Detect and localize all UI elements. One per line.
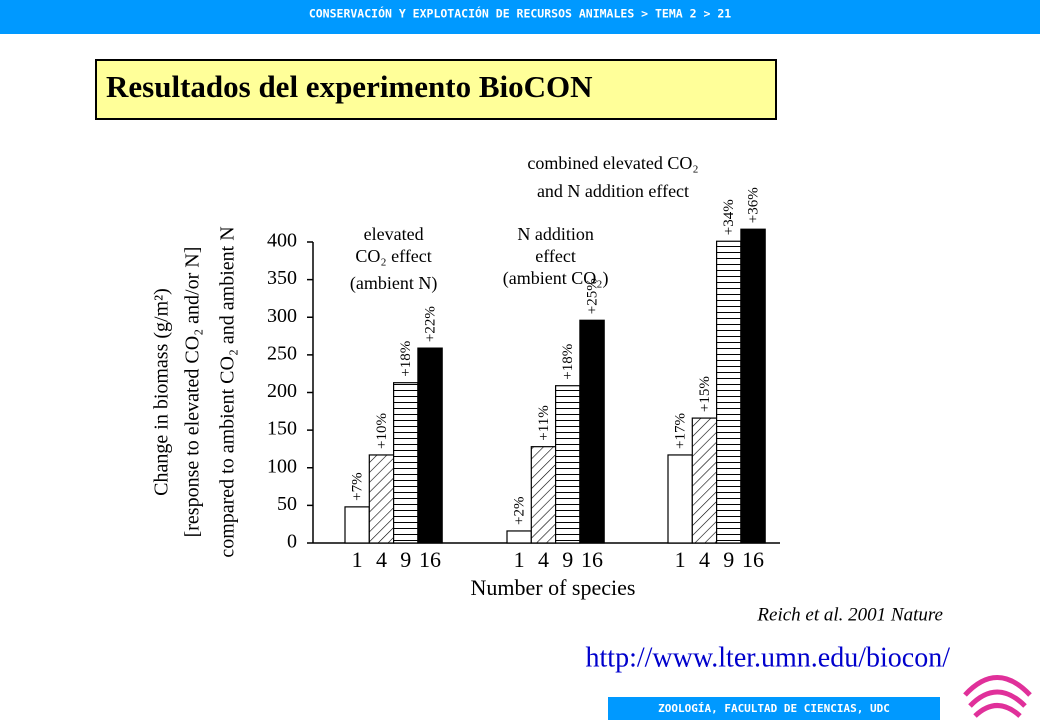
species-label: 1 — [675, 547, 686, 572]
y-tick-label: 350 — [267, 267, 297, 289]
bar — [740, 228, 766, 544]
percent-label: +11% — [536, 405, 552, 440]
bar — [368, 454, 395, 544]
group-label: N addition — [517, 224, 594, 244]
species-label: 9 — [723, 547, 734, 572]
group-label: (ambient CO₂) — [503, 268, 609, 289]
bar — [667, 454, 693, 544]
species-label: 1 — [352, 547, 363, 572]
species-label: 9 — [400, 547, 411, 572]
species-label: 16 — [581, 547, 603, 572]
y-tick-label: 0 — [287, 531, 297, 553]
bar — [715, 240, 742, 544]
footer-bar — [608, 697, 940, 720]
species-label: 4 — [699, 547, 710, 572]
y-tick-label: 400 — [267, 230, 297, 252]
species-label: 4 — [376, 547, 387, 572]
bar — [344, 506, 370, 544]
percent-label: +10% — [374, 413, 390, 449]
slide-title: Resultados del experimento BioCON — [106, 69, 593, 104]
y-tick-label: 300 — [267, 305, 297, 327]
logo — [963, 675, 1032, 718]
y-tick-label: 150 — [267, 418, 297, 440]
percent-label: +18% — [398, 341, 414, 377]
chart: 0 50 100 150 200 250 300 350 400 Change in biomas… — [151, 153, 780, 600]
bar — [579, 319, 605, 544]
bar — [506, 530, 532, 544]
percent-label: +34% — [721, 199, 737, 235]
footer-text: ZOOLOGÍA, FACULTAD DE CIENCIAS, UDC — [658, 702, 890, 715]
y-tick-label: 100 — [267, 455, 297, 477]
bar — [417, 347, 443, 544]
url-link[interactable]: http://www.lter.umn.edu/biocon/ — [586, 642, 951, 673]
species-label: 1 — [514, 547, 525, 572]
bar — [554, 385, 581, 544]
percent-label: +25% — [584, 278, 600, 314]
y-axis-label: [response to elevated CO₂ and/or N] — [182, 247, 204, 538]
percent-label: +22% — [422, 306, 438, 342]
species-label: 16 — [419, 547, 441, 572]
bar — [691, 417, 718, 544]
group-label: CO₂ effect — [355, 246, 431, 266]
title-box — [95, 59, 777, 120]
percent-label: +36% — [745, 187, 761, 223]
y-tick-label: 250 — [267, 342, 297, 364]
header-text: CONSERVACIÓN Y EXPLOTACIÓN DE RECURSOS A… — [309, 6, 731, 21]
percent-label: +2% — [512, 496, 528, 524]
group-label: and N addition effect — [537, 181, 689, 201]
y-axis-label: compared to ambient CO₂ and ambient N — [217, 226, 239, 557]
percent-label: +18% — [560, 344, 576, 380]
y-tick-label: 200 — [267, 380, 297, 402]
group-label: effect — [535, 246, 576, 266]
x-axis-label: Number of species — [471, 575, 636, 600]
group-label: (ambient N) — [350, 273, 437, 294]
species-label: 9 — [562, 547, 573, 572]
header-bar — [0, 0, 1040, 34]
citation: Reich et al. 2001 Nature — [756, 604, 943, 625]
percent-label: +17% — [673, 413, 689, 449]
y-tick-label: 50 — [277, 493, 297, 515]
group-label: combined elevated CO₂ — [527, 153, 698, 173]
y-axis-label: Change in biomass (g/m²) — [151, 288, 173, 496]
group-label: elevated — [364, 224, 424, 244]
percent-label: +7% — [350, 472, 366, 500]
bar — [530, 446, 557, 544]
species-label: 4 — [538, 547, 549, 572]
percent-label: +15% — [697, 376, 713, 412]
species-label: 16 — [742, 547, 764, 572]
bar — [393, 382, 419, 544]
